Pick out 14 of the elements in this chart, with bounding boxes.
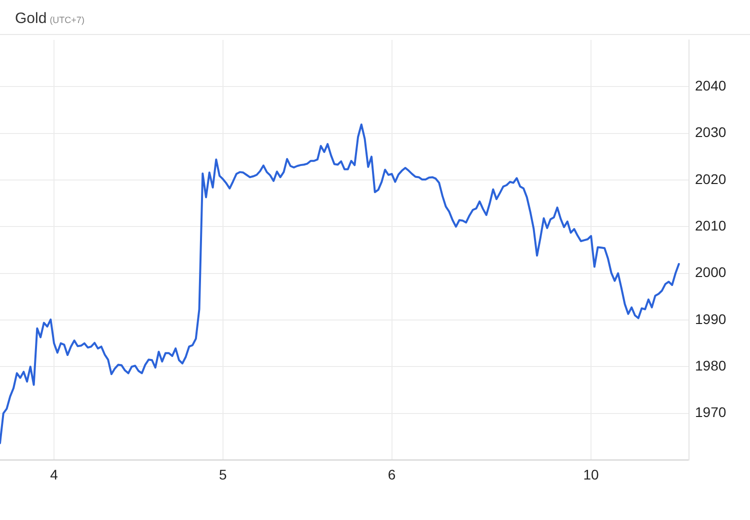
- x-tick-label: 6: [388, 466, 396, 482]
- y-tick-label: 2030: [695, 124, 726, 140]
- y-tick-label: 1990: [695, 310, 726, 327]
- y-tick-label: 2010: [695, 218, 726, 234]
- chart-title: Gold: [15, 10, 47, 27]
- y-tick-label: 1980: [695, 358, 726, 374]
- x-tick-label: 5: [219, 466, 228, 482]
- x-tick-label: 4: [50, 466, 58, 482]
- y-tick-label: 1970: [695, 404, 726, 420]
- y-tick-label: 2040: [695, 78, 726, 94]
- y-tick-label: 2000: [695, 264, 726, 280]
- chart-subtitle: (UTC+7): [50, 15, 84, 25]
- x-tick-label: 10: [583, 466, 600, 482]
- y-tick-label: 2020: [695, 170, 726, 187]
